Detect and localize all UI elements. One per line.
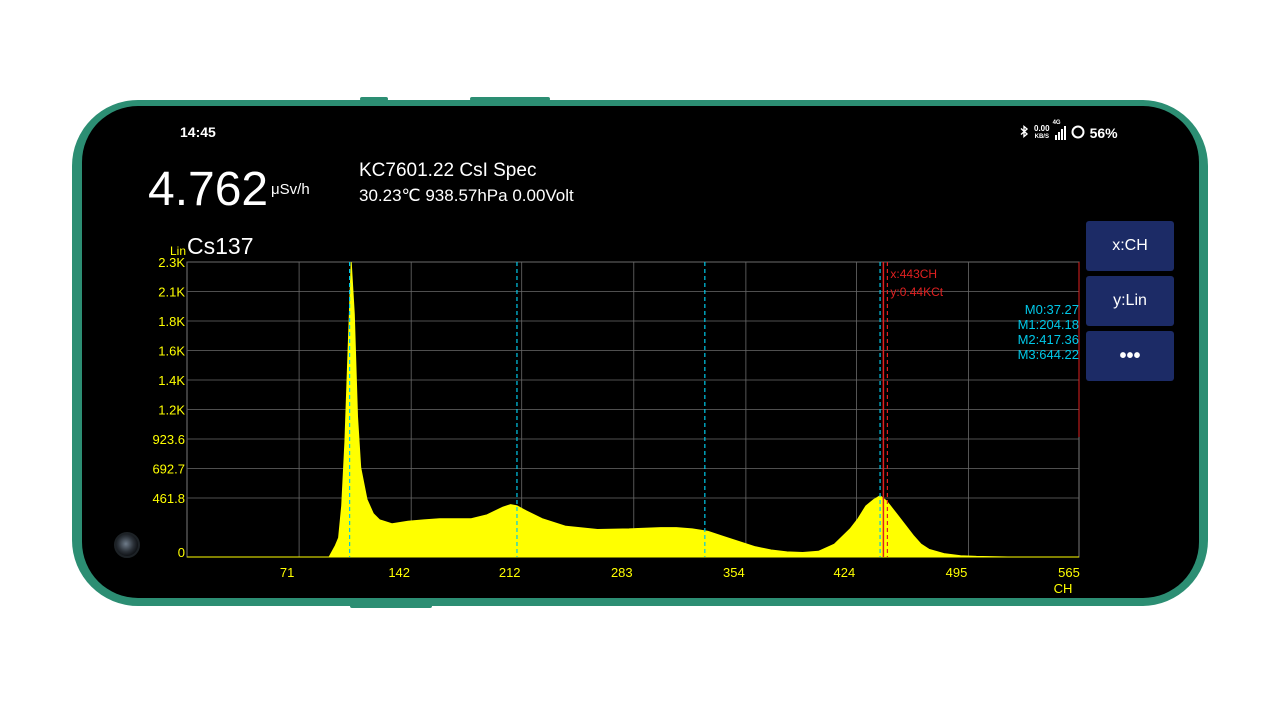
signal-bar xyxy=(1057,132,1060,140)
y-tick-label: 923.6 xyxy=(152,432,185,447)
more-options-button[interactable]: ••• xyxy=(1086,331,1174,381)
signal-bar xyxy=(1060,129,1063,140)
network-speed-value: 0.00 xyxy=(1034,124,1050,133)
marker-readout: M3:644.22 xyxy=(1018,347,1079,362)
x-axis-mode-button[interactable]: x:CH xyxy=(1086,221,1174,271)
dose-rate-value: 4.762 xyxy=(148,163,269,216)
cursor-y-readout: y:0.44KCt xyxy=(890,285,943,299)
phone-side-button-bottom xyxy=(350,604,432,608)
signal-bar xyxy=(1054,135,1057,140)
x-tick-label: 354 xyxy=(723,565,745,580)
x-tick-label: 142 xyxy=(388,565,410,580)
status-bar-time: 14:45 xyxy=(180,124,216,140)
front-camera xyxy=(114,532,140,558)
marker-readout: M2:417.36 xyxy=(1018,332,1079,347)
network-speed-unit: KB/S xyxy=(1034,134,1049,140)
y-tick-label: 1.6K xyxy=(158,344,185,359)
x-tick-label: 283 xyxy=(611,565,633,580)
y-tick-label: 2.1K xyxy=(158,285,185,300)
battery-ring-icon xyxy=(1071,125,1085,142)
battery-percent: 56% xyxy=(1089,125,1118,141)
x-tick-label: 495 xyxy=(946,565,968,580)
y-tick-label: 1.8K xyxy=(158,314,185,329)
x-axis-unit-label: CH xyxy=(1054,581,1073,596)
status-bar-indicators: 0.00 KB/S 4G 56% xyxy=(1020,120,1118,142)
device-name: KC7601.22 CsI Spec xyxy=(359,160,537,181)
y-tick-label: 1.4K xyxy=(158,373,185,388)
phone-side-button-top-left xyxy=(360,97,388,101)
x-tick-label: 212 xyxy=(499,565,521,580)
x-tick-label: 424 xyxy=(834,565,856,580)
network-type-label: 4G xyxy=(1052,120,1061,126)
marker-readout: M1:204.18 xyxy=(1018,317,1079,332)
phone-screen xyxy=(82,106,1199,598)
y-scale-mode-label: Lin xyxy=(170,244,187,258)
environment-readout: 30.23℃ 938.57hPa 0.00Volt xyxy=(359,186,574,205)
marker-readout: M0:37.27 xyxy=(1025,302,1079,317)
bluetooth-icon xyxy=(1020,125,1029,141)
signal-bar xyxy=(1063,126,1066,140)
network-speed: 0.00 KB/S xyxy=(1034,125,1050,141)
y-tick-label: 692.7 xyxy=(152,462,185,477)
cursor-x-readout: x:443CH xyxy=(890,267,937,281)
dose-rate-unit: μSv/h xyxy=(271,181,310,198)
x-tick-label: 565 xyxy=(1058,565,1080,580)
isotope-label: Cs137 xyxy=(187,233,254,259)
y-tick-label: 2.3K xyxy=(158,255,185,270)
y-axis-mode-button[interactable]: y:Lin xyxy=(1086,276,1174,326)
y-tick-label: 461.8 xyxy=(152,491,185,506)
signal-strength-icon: 4G xyxy=(1053,120,1066,140)
phone-side-button-top-right xyxy=(470,97,550,101)
spectrum-area xyxy=(187,261,1079,558)
x-tick-label: 71 xyxy=(280,565,294,580)
y-tick-label: 1.2K xyxy=(158,403,185,418)
y-tick-label: 0 xyxy=(178,545,185,560)
